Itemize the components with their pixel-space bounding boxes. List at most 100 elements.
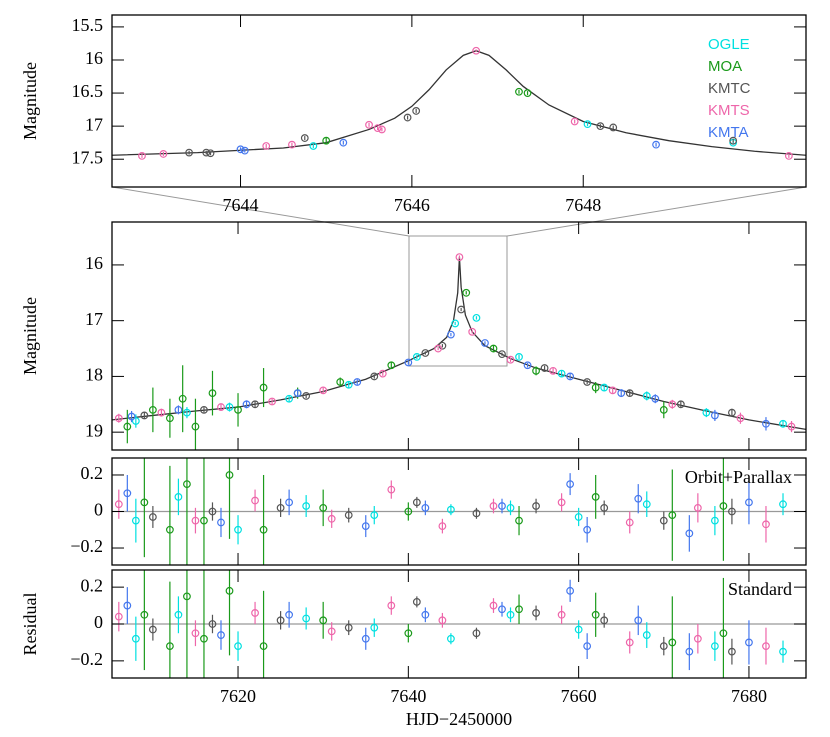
data-point xyxy=(506,610,515,619)
data-point xyxy=(710,411,719,420)
data-point xyxy=(259,642,268,651)
data-point xyxy=(472,313,481,322)
data-point xyxy=(242,400,251,409)
data-point xyxy=(140,610,149,619)
x-tick-label: 7640 xyxy=(390,686,426,706)
data-point xyxy=(404,507,413,516)
data-point xyxy=(472,46,481,55)
data-point xyxy=(166,525,174,534)
data-point xyxy=(779,419,787,428)
data-point xyxy=(489,601,498,610)
data-point xyxy=(787,422,796,431)
data-point xyxy=(549,366,557,375)
data-point xyxy=(412,498,421,507)
data-point xyxy=(652,140,660,149)
data-point xyxy=(600,503,609,512)
data-point xyxy=(719,502,728,510)
plot-area xyxy=(112,570,806,678)
data-point xyxy=(719,629,728,638)
data-point xyxy=(784,152,793,160)
data-point xyxy=(617,389,626,398)
axes-frame xyxy=(111,221,807,451)
data-point xyxy=(387,361,396,370)
data-point xyxy=(625,638,634,647)
data-point xyxy=(225,403,234,411)
data-point xyxy=(566,480,575,489)
data-point xyxy=(481,339,489,347)
data-point xyxy=(208,507,217,516)
zoom-indicator xyxy=(111,186,807,367)
data-point xyxy=(361,634,370,643)
panel: 16 17 18 19 Magnitude xyxy=(20,221,807,451)
data-point xyxy=(404,629,413,638)
data-point xyxy=(434,344,443,353)
plot-area xyxy=(112,46,806,160)
data-point xyxy=(412,107,421,115)
data-point xyxy=(736,414,745,423)
data-point xyxy=(591,492,600,501)
data-point xyxy=(421,503,430,512)
data-point xyxy=(489,502,498,510)
data-point xyxy=(421,610,430,619)
data-point xyxy=(583,642,592,651)
data-point xyxy=(574,625,583,634)
data-point xyxy=(225,586,234,595)
data-point xyxy=(387,485,396,494)
data-point xyxy=(259,383,268,392)
data-point xyxy=(208,389,217,398)
data-point xyxy=(322,136,331,145)
y-tick-label: 0.2 xyxy=(81,575,104,595)
data-point xyxy=(634,494,643,503)
data-point xyxy=(676,400,685,409)
data-point xyxy=(762,419,770,428)
legend-entry: KMTS xyxy=(708,102,750,119)
data-point xyxy=(302,502,311,510)
data-point xyxy=(174,405,183,414)
data-point xyxy=(234,405,242,414)
data-point xyxy=(451,319,460,328)
data-point xyxy=(762,520,770,529)
data-point xyxy=(148,405,157,414)
data-point xyxy=(309,142,318,150)
legend-entry: OGLE xyxy=(708,36,750,53)
data-point xyxy=(710,516,719,525)
data-point xyxy=(183,592,191,601)
data-point xyxy=(206,149,215,158)
data-point xyxy=(404,358,413,367)
data-point xyxy=(532,502,540,510)
data-point xyxy=(710,642,719,651)
data-point xyxy=(166,414,174,423)
data-point xyxy=(515,87,523,96)
data-point xyxy=(693,503,702,512)
annotation: Orbit+Parallax xyxy=(685,467,792,487)
data-point xyxy=(447,330,455,339)
data-point xyxy=(327,514,336,523)
data-point xyxy=(557,369,566,378)
data-point xyxy=(659,642,668,651)
data-point xyxy=(123,422,132,431)
data-point xyxy=(447,634,455,643)
data-point xyxy=(515,605,523,614)
data-point xyxy=(370,623,379,632)
data-point xyxy=(178,394,187,403)
data-point xyxy=(600,616,609,625)
data-point xyxy=(200,516,208,525)
data-point xyxy=(174,492,183,501)
legend-entry: MOA xyxy=(708,58,742,75)
data-point xyxy=(523,89,532,97)
data-point xyxy=(131,516,140,525)
data-point xyxy=(506,355,515,364)
data-point xyxy=(225,471,234,479)
data-point xyxy=(642,631,651,639)
data-point xyxy=(114,612,123,621)
data-point xyxy=(259,525,268,534)
axes-frame xyxy=(111,14,807,188)
data-point xyxy=(276,616,285,625)
panel: −0.2 0 0.2 7620 7640 7660 7680 Residual HJD−2450… xyxy=(20,569,807,729)
data-point xyxy=(288,140,296,149)
y-axis-label: Magnitude xyxy=(20,297,40,375)
zoom-line xyxy=(111,186,410,237)
data-point xyxy=(251,609,259,617)
model-curve xyxy=(112,50,806,156)
